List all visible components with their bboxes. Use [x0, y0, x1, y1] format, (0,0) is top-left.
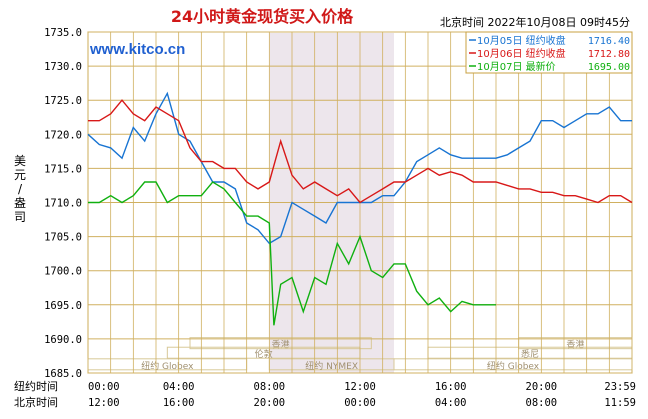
y-axis-label-char: 司 — [14, 210, 26, 224]
x-tick-label: 08:00 — [254, 381, 286, 393]
market-session-label: 纽约 Globex — [141, 360, 194, 372]
y-tick-label: 1685.0 — [44, 368, 82, 380]
legend-entry-label: 10月05日 纽约收盘 — [477, 34, 566, 47]
x-axis: 纽约时间 00:00 04:00 08:00 12:00 16:00 20:00 23:59 北… — [14, 379, 636, 409]
y-axis-label-char: 美 — [14, 154, 26, 168]
x-tick-label: 00:00 — [88, 381, 120, 393]
x-tick-label: 08:00 — [526, 397, 558, 409]
legend: 10月05日 纽约收盘 1716.40 10月06日 纽约收盘 1712.80 10月0… — [465, 31, 633, 74]
chart-title: 24小时黄金现货买入价格 — [171, 7, 354, 26]
y-tick-label: 1705.0 — [44, 232, 82, 244]
x-tick-label: 00:00 — [344, 397, 376, 409]
market-session-label: 香港 — [566, 339, 584, 351]
x-tick-label: 12:00 — [88, 397, 120, 409]
x-tick-label: 12:00 — [344, 381, 376, 393]
market-session-label: 纽约 NYMEX — [305, 360, 358, 372]
series-line — [88, 99, 633, 204]
legend-entry-label: 10月07日 最新价 — [477, 60, 556, 73]
y-tick-label: 1730.0 — [44, 61, 82, 73]
market-session-label: 伦敦 — [255, 348, 273, 360]
series-line — [88, 181, 496, 326]
chart-timestamp: 北京时间 2022年10月08日 09时45分 — [440, 15, 630, 29]
x-tick-label: 04:00 — [163, 381, 195, 393]
y-tick-label: 1710.0 — [44, 198, 82, 210]
y-tick-label: 1700.0 — [44, 266, 82, 278]
watermark: www.kitco.cn — [89, 41, 185, 58]
y-tick-label: 1715.0 — [44, 163, 82, 175]
y-tick-label: 1720.0 — [44, 129, 82, 141]
x-tick-label: 16:00 — [163, 397, 195, 409]
x-tick-label: 16:00 — [435, 381, 467, 393]
y-tick-label: 1725.0 — [44, 95, 82, 107]
legend-entry-value: 1716.40 — [588, 36, 630, 47]
legend-box — [465, 31, 633, 74]
x-tick-label: 04:00 — [435, 397, 467, 409]
legend-entry-label: 10月06日 纽约收盘 — [477, 47, 566, 60]
market-session-label: 悉尼 — [521, 348, 539, 360]
x-tick-label: 20:00 — [526, 381, 558, 393]
market-session-bar — [189, 337, 372, 350]
x-tick-label: 23:59 — [604, 381, 636, 393]
y-tick-label: 1695.0 — [44, 300, 82, 312]
y-axis: 1735.0 1730.0 1725.0 1720.0 1715.0 1710.0 1705… — [44, 27, 82, 380]
y-tick-label: 1690.0 — [44, 334, 82, 346]
market-session-label: 纽约 Globex — [487, 360, 540, 372]
legend-entry-value: 1712.80 — [588, 49, 630, 60]
x-tick-label: 20:00 — [254, 397, 286, 409]
y-tick-label: 1735.0 — [44, 27, 82, 39]
y-axis-label: 美元/盎司 — [14, 154, 26, 224]
y-axis-label-char: 盎 — [14, 196, 26, 210]
y-axis-label-char: / — [18, 182, 23, 196]
x-axis-row-label: 纽约时间 — [14, 379, 58, 393]
market-session-label: 香港 — [272, 339, 290, 351]
x-tick-label: 11:59 — [604, 397, 636, 409]
x-axis-row-label: 北京时间 — [14, 395, 58, 409]
y-axis-label-char: 元 — [14, 168, 26, 182]
legend-entry-value: 1695.00 — [588, 62, 630, 73]
